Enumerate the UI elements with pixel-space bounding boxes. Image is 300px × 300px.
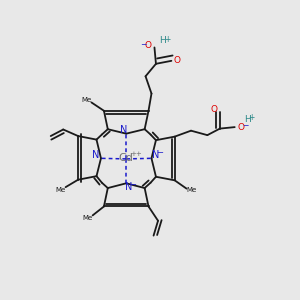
Text: O: O	[211, 105, 218, 114]
Text: Me: Me	[82, 215, 92, 221]
Text: N: N	[152, 150, 159, 160]
Text: +: +	[248, 113, 255, 122]
Text: Cd: Cd	[119, 153, 134, 163]
Text: O: O	[173, 56, 180, 65]
Text: N: N	[120, 125, 127, 135]
Text: −: −	[242, 121, 249, 130]
Text: Me: Me	[187, 187, 197, 193]
Text: H: H	[159, 36, 166, 45]
Text: −: −	[140, 40, 146, 49]
Text: N: N	[125, 182, 132, 193]
Text: O: O	[237, 123, 244, 132]
Text: +: +	[164, 34, 170, 43]
Text: H: H	[244, 115, 250, 124]
Text: −: −	[129, 181, 136, 190]
Text: Me: Me	[55, 187, 65, 193]
Text: ++: ++	[130, 152, 142, 158]
Text: Me: Me	[82, 97, 92, 103]
Text: O: O	[144, 41, 152, 50]
Text: N: N	[92, 150, 99, 160]
Text: −: −	[156, 148, 163, 157]
